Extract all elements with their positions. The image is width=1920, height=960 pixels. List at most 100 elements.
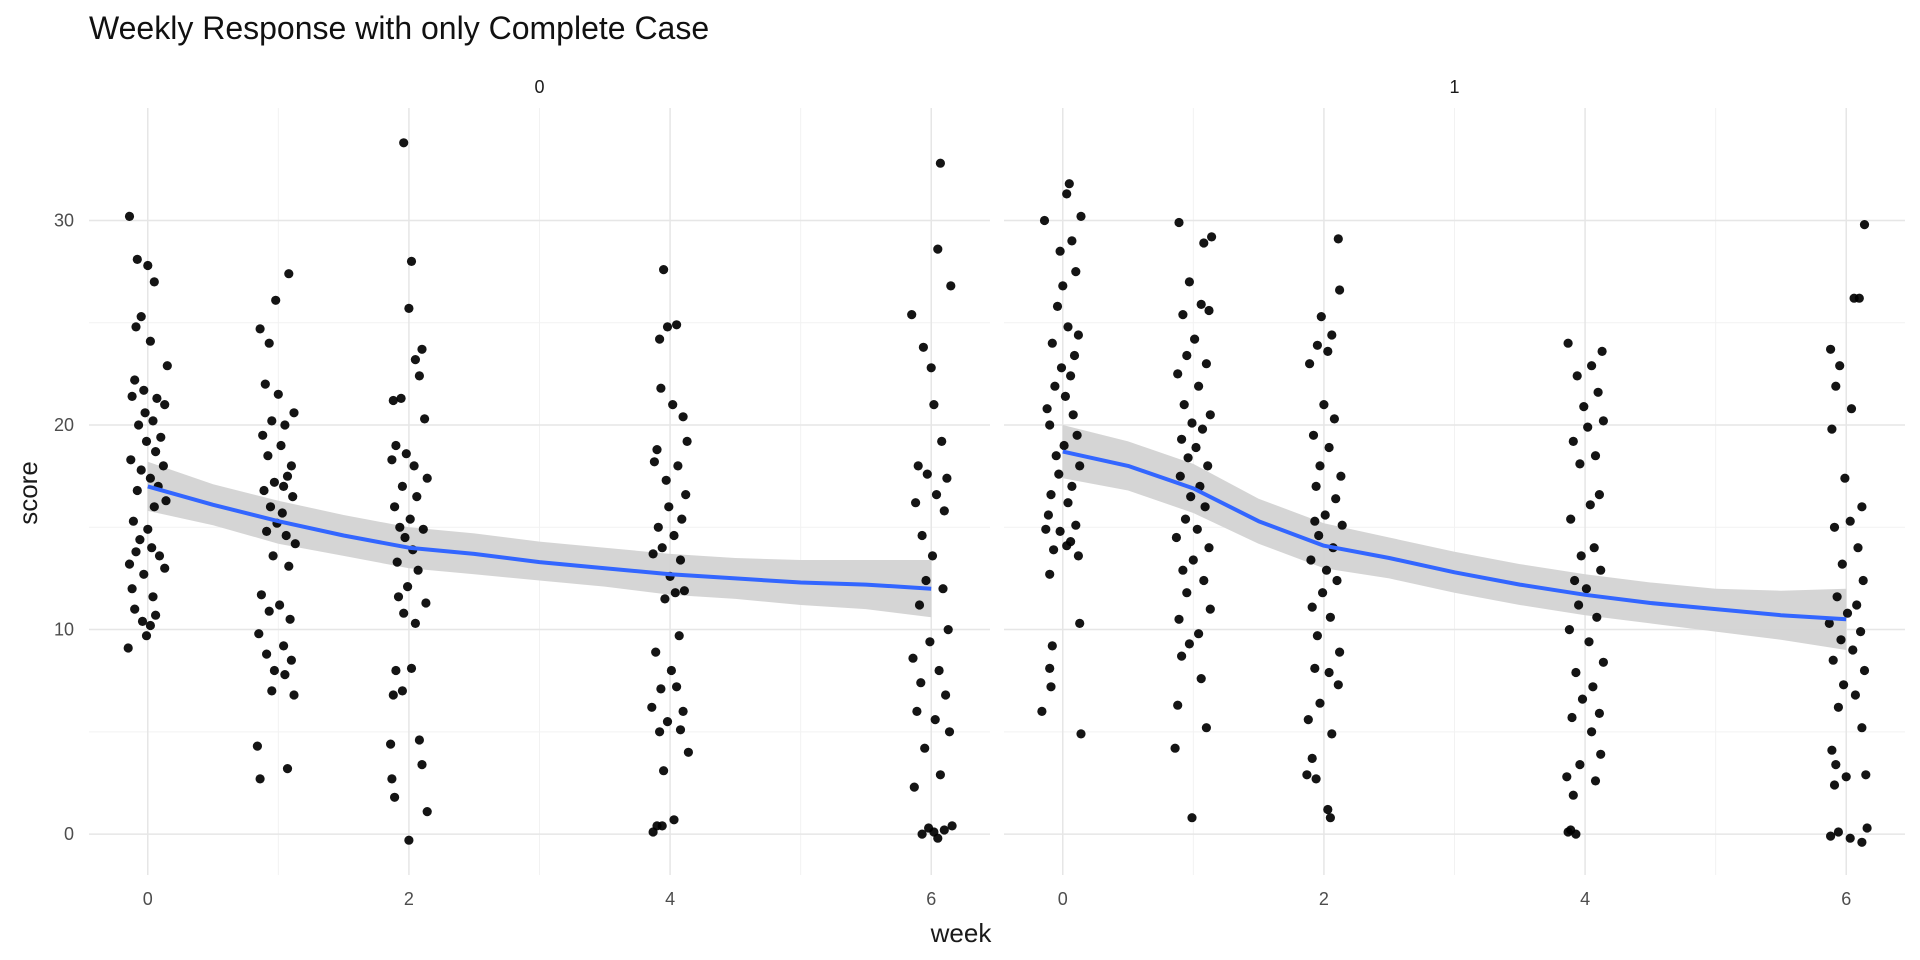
data-point — [1333, 234, 1343, 244]
data-point — [1073, 551, 1083, 561]
data-point — [922, 469, 932, 479]
data-point — [1051, 451, 1061, 461]
data-point — [1069, 350, 1080, 361]
data-point — [397, 686, 407, 696]
data-point — [1046, 490, 1056, 500]
data-point — [1191, 442, 1201, 453]
data-point — [1858, 575, 1868, 586]
data-point — [1594, 708, 1604, 719]
data-point — [677, 514, 687, 524]
data-point — [1071, 267, 1081, 277]
data-point — [652, 445, 662, 455]
data-point — [262, 649, 272, 659]
data-point — [1579, 402, 1589, 412]
data-point — [1177, 651, 1187, 661]
data-point — [1862, 823, 1872, 833]
data-point — [669, 530, 679, 541]
data-point — [1596, 749, 1606, 759]
data-point — [1045, 420, 1055, 430]
x-tick-label: 2 — [1319, 889, 1329, 909]
data-point — [1199, 238, 1209, 248]
data-point — [390, 502, 400, 512]
data-point — [660, 594, 670, 604]
data-point — [668, 400, 678, 410]
data-point — [1562, 772, 1572, 782]
data-point — [1857, 502, 1867, 512]
data-point — [1182, 350, 1192, 361]
data-point — [1829, 780, 1840, 790]
data-point — [1055, 246, 1065, 256]
x-tick-label: 0 — [143, 889, 153, 909]
data-point — [683, 747, 694, 757]
y-tick-labels: 0 10 20 30 — [54, 210, 74, 844]
data-point — [139, 385, 149, 395]
data-point — [1587, 361, 1597, 371]
data-point — [284, 561, 294, 571]
data-point — [1305, 359, 1315, 369]
data-point — [1584, 637, 1594, 647]
x-tick-label: 6 — [926, 889, 936, 909]
data-point — [946, 281, 956, 291]
data-point — [1043, 510, 1053, 520]
y-tick-label: 10 — [54, 620, 74, 640]
data-point — [413, 565, 423, 575]
data-point — [1047, 338, 1057, 348]
data-point — [1045, 663, 1055, 674]
data-point — [670, 588, 680, 598]
data-point — [262, 526, 272, 537]
data-point — [1203, 461, 1213, 471]
data-point — [135, 535, 145, 545]
data-point — [1184, 277, 1194, 287]
data-point — [1568, 436, 1578, 446]
data-point — [678, 706, 688, 717]
data-point — [662, 717, 673, 727]
data-point — [414, 735, 424, 745]
data-point — [260, 379, 270, 389]
data-point — [404, 835, 414, 845]
data-point — [1833, 827, 1843, 837]
data-point — [273, 389, 283, 399]
data-point — [656, 684, 666, 694]
data-point — [1853, 543, 1863, 553]
data-point — [1173, 369, 1183, 379]
data-point — [675, 555, 686, 565]
data-point — [1827, 424, 1837, 434]
data-point — [1071, 520, 1081, 530]
data-point — [1066, 371, 1076, 381]
data-point — [1575, 459, 1585, 469]
data-point — [388, 690, 398, 700]
data-point — [282, 764, 293, 774]
data-point — [1593, 387, 1603, 397]
data-point — [1335, 285, 1345, 295]
data-point — [1325, 813, 1335, 823]
panel-0-x-tick-labels: 0 2 4 6 — [143, 889, 936, 909]
data-point — [1312, 340, 1322, 350]
data-point — [280, 670, 290, 680]
data-point — [1046, 682, 1056, 692]
data-point — [1859, 665, 1870, 676]
data-point — [1587, 727, 1597, 737]
data-point — [1571, 667, 1581, 678]
data-point — [1063, 322, 1073, 332]
data-point — [421, 598, 431, 608]
data-point — [1311, 774, 1321, 784]
data-point — [1068, 410, 1078, 420]
data-point — [1846, 404, 1857, 414]
data-point — [1852, 600, 1862, 610]
data-point — [1192, 524, 1202, 534]
panel-1-confidence-band — [1062, 425, 1847, 650]
data-point — [275, 600, 285, 610]
data-point — [160, 400, 170, 410]
data-point — [127, 584, 137, 594]
data-point — [1196, 674, 1206, 684]
data-point — [1037, 706, 1047, 717]
data-point — [931, 490, 942, 500]
panel-1-smooth-line — [1062, 449, 1847, 622]
data-point — [141, 631, 152, 641]
data-point — [943, 625, 953, 635]
data-point — [1050, 381, 1060, 391]
data-point — [1055, 526, 1065, 537]
data-point — [1315, 698, 1325, 708]
data-point — [388, 395, 398, 406]
data-point — [128, 516, 138, 526]
